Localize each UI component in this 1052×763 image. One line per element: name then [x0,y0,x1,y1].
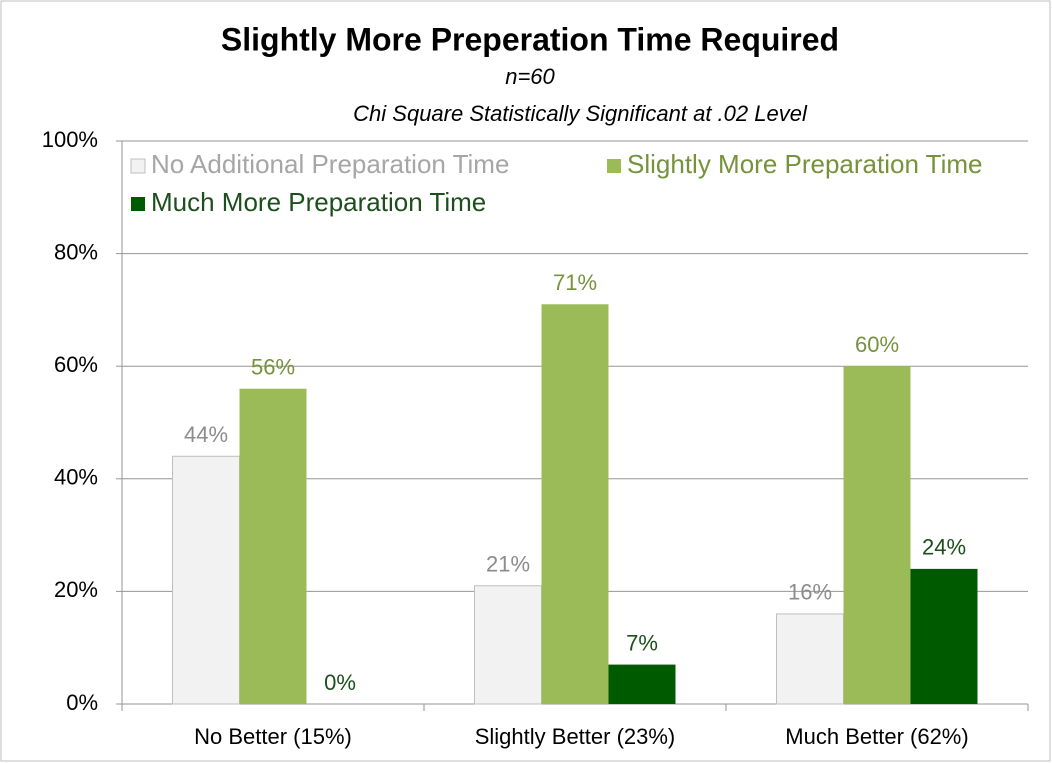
legend-label: Slightly More Preparation Time [627,149,982,179]
data-label: 44% [184,422,228,447]
data-label: 60% [855,332,899,357]
bar [608,664,676,704]
data-label: 21% [486,552,530,577]
y-tick-label: 20% [54,577,98,602]
y-tick-label: 100% [42,127,98,152]
legend-label: No Additional Preparation Time [151,149,509,179]
legend-swatch [131,197,145,211]
data-label: 7% [626,630,658,655]
bar [541,304,609,704]
y-tick-label: 80% [54,239,98,264]
legend-swatch [130,158,146,174]
bar [776,613,844,705]
bar [910,568,978,704]
chart-title: Slightly More Preperation Time Required [221,21,839,57]
y-tick-label: 0% [66,690,98,715]
annotation: Chi Square Statistically Significant at … [353,101,808,126]
data-label: 71% [553,270,597,295]
bar [843,366,911,704]
x-tick-label: Slightly Better (23%) [475,724,676,749]
chart-subtitle: n=60 [505,64,555,89]
x-tick-label: Much Better (62%) [785,724,968,749]
y-tick-label: 60% [54,352,98,377]
data-label: 24% [922,535,966,560]
bar [172,455,240,705]
bar [474,585,542,705]
legend-label: Much More Preparation Time [151,187,486,217]
bar [239,388,307,704]
data-label: 56% [251,355,295,380]
data-label: 16% [788,580,832,605]
x-tick-label: No Better (15%) [194,724,352,749]
y-tick-label: 40% [54,465,98,490]
legend-swatch [607,159,621,173]
data-label: 0% [324,670,356,695]
